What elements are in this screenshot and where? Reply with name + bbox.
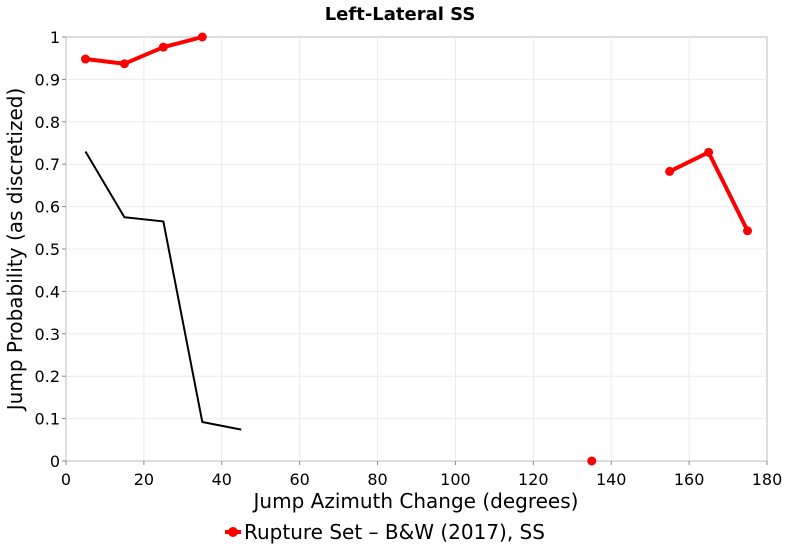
chart-title: Left-Lateral SS [325, 4, 476, 25]
x-tick-label: 0 [61, 470, 71, 489]
y-tick-label: 0.4 [35, 282, 60, 301]
y-tick-label: 1 [50, 28, 60, 47]
y-tick-label: 0.3 [35, 325, 60, 344]
y-tick-label: 0.1 [35, 410, 60, 429]
grid-lines [66, 37, 767, 461]
legend: Rupture Set – B&W (2017), SS [225, 520, 545, 544]
legend-swatch-marker [228, 527, 238, 537]
legend-label: Rupture Set – B&W (2017), SS [244, 520, 545, 544]
data-point [80, 54, 90, 64]
x-tick-label: 140 [596, 470, 627, 489]
x-tick-label: 20 [134, 470, 154, 489]
data-point [743, 226, 753, 236]
y-tick-label: 0 [50, 452, 60, 471]
y-tick-label: 0.8 [35, 113, 60, 132]
y-tick-label: 0.7 [35, 155, 60, 174]
y-tick-label: 0.9 [35, 70, 60, 89]
x-tick-label: 160 [674, 470, 705, 489]
data-point [197, 32, 207, 42]
series-layer [80, 32, 753, 466]
x-tick-label: 180 [752, 470, 783, 489]
x-axis-ticks: 0 20 40 60 80 100 120 140 160 180 [61, 461, 782, 489]
y-tick-label: 0.6 [35, 198, 60, 217]
series-line-black [84, 150, 242, 431]
y-axis-ticks: 0 0.1 0.2 0.3 0.4 0.5 0.6 0.7 0.8 0.9 1 [35, 28, 66, 471]
x-tick-label: 120 [518, 470, 549, 489]
y-axis-label: Jump Probability (as discretized) [3, 88, 27, 412]
x-tick-label: 80 [367, 470, 387, 489]
y-tick-label: 0.5 [35, 240, 60, 259]
x-tick-label: 40 [212, 470, 232, 489]
x-tick-label: 60 [289, 470, 309, 489]
data-point [665, 166, 675, 176]
data-point [158, 42, 168, 52]
y-tick-label: 0.2 [35, 367, 60, 386]
series-line-rupture-set [85, 35, 203, 66]
x-axis-label: Jump Azimuth Change (degrees) [252, 489, 579, 513]
data-point [704, 147, 714, 157]
data-point [119, 59, 129, 69]
data-point [587, 456, 597, 466]
x-tick-label: 100 [440, 470, 471, 489]
